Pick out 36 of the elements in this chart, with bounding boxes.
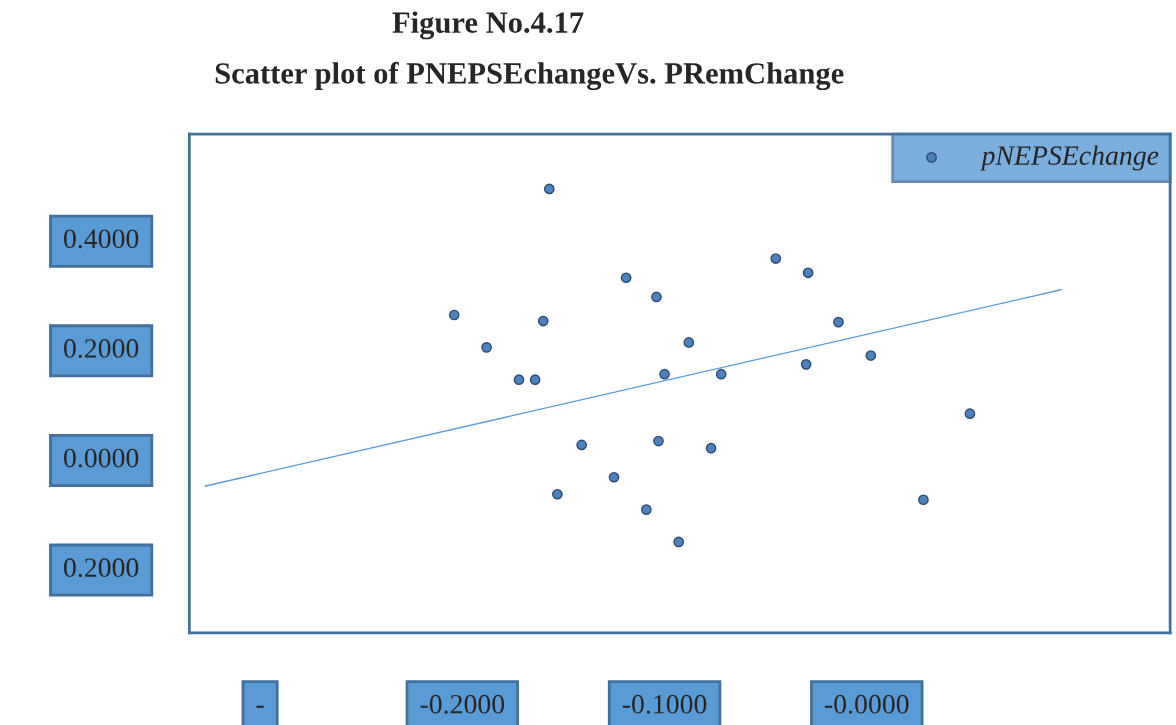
point: [683, 337, 695, 348]
point: [576, 439, 588, 451]
point: [448, 309, 460, 321]
x-tick-label: -0.1000: [622, 694, 707, 714]
point: [653, 435, 664, 447]
point: [705, 442, 717, 454]
chart-title: Figure No.4.17: [392, 11, 584, 40]
x-tick-label: -0.2000: [420, 694, 505, 714]
point: [673, 536, 685, 548]
point: [802, 267, 814, 279]
point: [800, 358, 812, 370]
point: [833, 316, 844, 328]
point: [608, 471, 620, 483]
y-tick-label: 0.0000: [64, 448, 139, 468]
point: [529, 374, 541, 386]
chart-subtitle: Scatter plot of PNEPSEchangeVs. PRemChange: [215, 61, 844, 91]
point: [513, 374, 525, 386]
point: [651, 291, 662, 303]
point: [964, 408, 976, 420]
legend-label: pNEPSEchange: [979, 145, 1159, 171]
point: [770, 253, 782, 264]
point: [715, 368, 727, 380]
point: [865, 350, 877, 361]
point: [537, 315, 549, 327]
point: [641, 504, 652, 515]
y-tick-label: 0.4000: [64, 229, 139, 249]
point: [620, 272, 632, 284]
y-tick-label: 0.2000: [64, 558, 139, 578]
point: [481, 341, 492, 353]
x-tick-label: -0.0000: [825, 694, 909, 714]
y-tick-label: 0.2000: [64, 339, 139, 358]
point: [918, 494, 929, 506]
point: [552, 488, 563, 500]
point: [543, 183, 555, 195]
point: [659, 368, 670, 380]
x-tick-label: -: [256, 705, 264, 708]
